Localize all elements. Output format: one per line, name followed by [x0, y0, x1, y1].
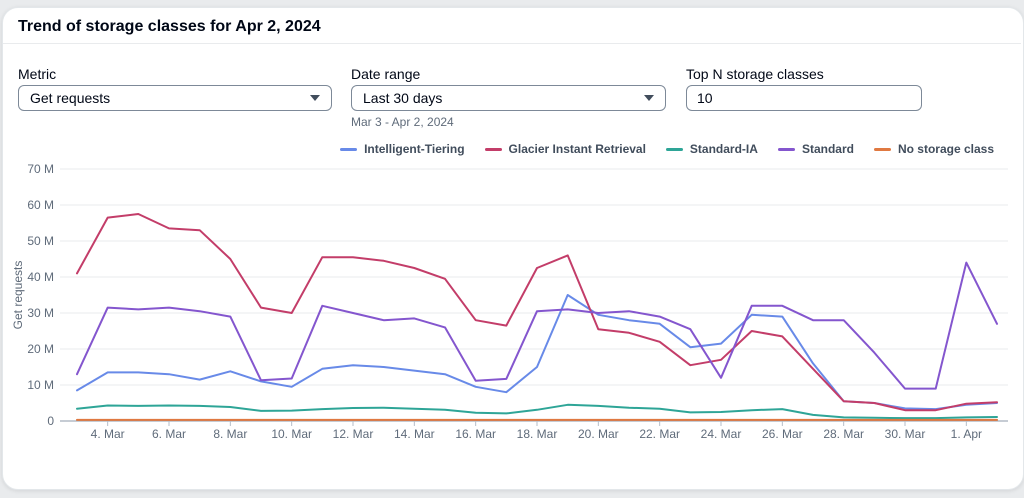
x-tick-label: 6. Mar [152, 427, 186, 441]
series-line-standard-ia [76, 403, 998, 420]
x-tick-label: 8. Mar [213, 427, 247, 441]
legend-item[interactable]: Intelligent-Tiering [340, 142, 465, 156]
x-tick-label: 28. Mar [823, 427, 864, 441]
x-tick-label: 16. Mar [455, 427, 496, 441]
x-tick-label: 12. Mar [333, 427, 374, 441]
metric-label: Metric [18, 66, 57, 82]
y-tick-label: 20 M [27, 342, 54, 356]
series-line-standard [76, 261, 998, 390]
y-tick-label: 10 M [27, 378, 54, 392]
x-tick-label: 4. Mar [91, 427, 125, 441]
x-tick-label: 22. Mar [639, 427, 680, 441]
date-range-helper: Mar 3 - Apr 2, 2024 [351, 115, 454, 129]
x-tick-label: 14. Mar [394, 427, 435, 441]
y-tick-label: 40 M [27, 270, 54, 284]
y-tick-label: 70 M [27, 162, 54, 176]
date-range-select[interactable]: Last 30 days [351, 85, 666, 111]
x-tick-label: 18. Mar [517, 427, 558, 441]
x-tick-label: 24. Mar [701, 427, 742, 441]
legend-line-icon [873, 147, 891, 151]
x-tick-label: 30. Mar [885, 427, 926, 441]
chevron-down-icon [310, 95, 320, 101]
top-n-input[interactable] [686, 85, 922, 111]
legend-item[interactable]: Standard [777, 142, 854, 156]
trend-line-chart[interactable]: 0 10 M 20 M 30 M 40 M 50 M 60 M 70 M Get request… [0, 160, 1024, 460]
legend-line-icon [777, 147, 795, 151]
y-tick-label: 0 [47, 414, 54, 428]
chevron-down-icon [644, 95, 654, 101]
legend-label: Intelligent-Tiering [364, 142, 465, 156]
card-title: Trend of storage classes for Apr 2, 2024 [18, 18, 321, 35]
top-n-label: Top N storage classes [686, 66, 824, 82]
legend-label: Standard [801, 142, 854, 156]
legend-label: No storage class [897, 142, 994, 156]
date-range-select-value: Last 30 days [363, 90, 443, 106]
x-tick-label: 26. Mar [762, 427, 803, 441]
legend-item[interactable]: Glacier Instant Retrieval [484, 142, 646, 156]
legend-item[interactable]: Standard-IA [665, 142, 758, 156]
legend-line-icon [665, 147, 683, 151]
legend-item[interactable]: No storage class [873, 142, 994, 156]
legend-line-icon [340, 147, 358, 151]
x-tick-label: 10. Mar [271, 427, 312, 441]
x-tick-label: 1. Apr [951, 427, 982, 441]
header-divider [3, 43, 1021, 44]
y-tick-label: 50 M [27, 234, 54, 248]
metric-select-value: Get requests [30, 90, 111, 106]
series-line-glacier-instant-retrieval [76, 213, 998, 412]
legend-label: Glacier Instant Retrieval [508, 142, 646, 156]
date-range-label: Date range [351, 66, 421, 82]
legend-label: Standard-IA [689, 142, 758, 156]
y-tick-label: 30 M [27, 306, 54, 320]
metric-select[interactable]: Get requests [18, 85, 332, 111]
x-tick-label: 20. Mar [578, 427, 619, 441]
y-axis-title: Get requests [11, 261, 25, 330]
chart-legend: Intelligent-Tiering Glacier Instant Retri… [340, 142, 994, 156]
legend-line-icon [484, 147, 502, 151]
y-tick-label: 60 M [27, 198, 54, 212]
